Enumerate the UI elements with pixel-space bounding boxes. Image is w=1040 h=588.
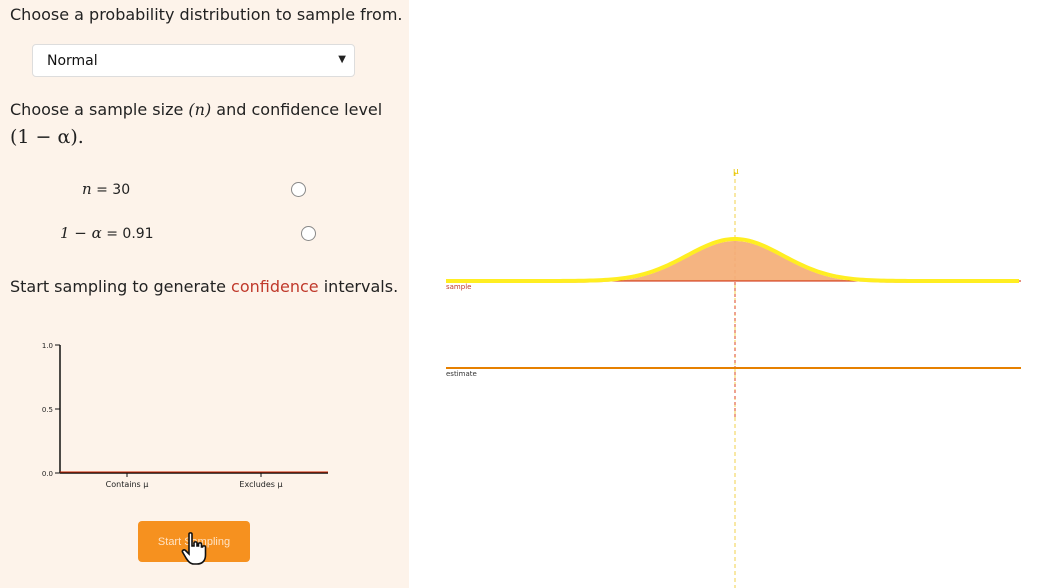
sample-label: sample <box>446 283 471 291</box>
sampling-visualization: μ sample estimate <box>446 167 1021 588</box>
y-tick-label: 0.5 <box>42 406 53 414</box>
hand-cursor-icon <box>181 532 207 565</box>
confidence-level-radio[interactable] <box>301 226 316 241</box>
x-tick-label: Excludes μ <box>239 480 282 489</box>
density-curve <box>446 237 1019 283</box>
sample-size-prompt: Choose a sample size (n) and confidence … <box>10 100 383 119</box>
controls-panel: Choose a probability distribution to sam… <box>0 0 409 588</box>
mu-label: μ <box>733 167 739 177</box>
sample-density-fill <box>543 241 927 283</box>
estimate-label: estimate <box>446 370 477 378</box>
y-tick-label: 0.0 <box>42 470 53 478</box>
start-sampling-prompt: Start sampling to generate confidence in… <box>10 277 399 296</box>
coverage-chart: 0.0 0.5 1.0 Contains μ Excludes μ <box>42 342 328 489</box>
confidence-level-label: 1 − α = 0.91 <box>60 224 154 242</box>
distribution-select[interactable]: Normal ▼ <box>32 44 355 77</box>
distribution-selected-value: Normal <box>47 53 98 69</box>
y-tick-label: 1.0 <box>42 342 53 350</box>
x-tick-label: Contains μ <box>106 480 149 489</box>
confidence-prompt-formula: (1 − α). <box>10 126 84 148</box>
distribution-prompt: Choose a probability distribution to sam… <box>10 5 403 24</box>
sample-size-label: n = 30 <box>82 180 131 198</box>
chevron-down-icon: ▼ <box>338 54 346 65</box>
sample-size-radio[interactable] <box>291 182 306 197</box>
